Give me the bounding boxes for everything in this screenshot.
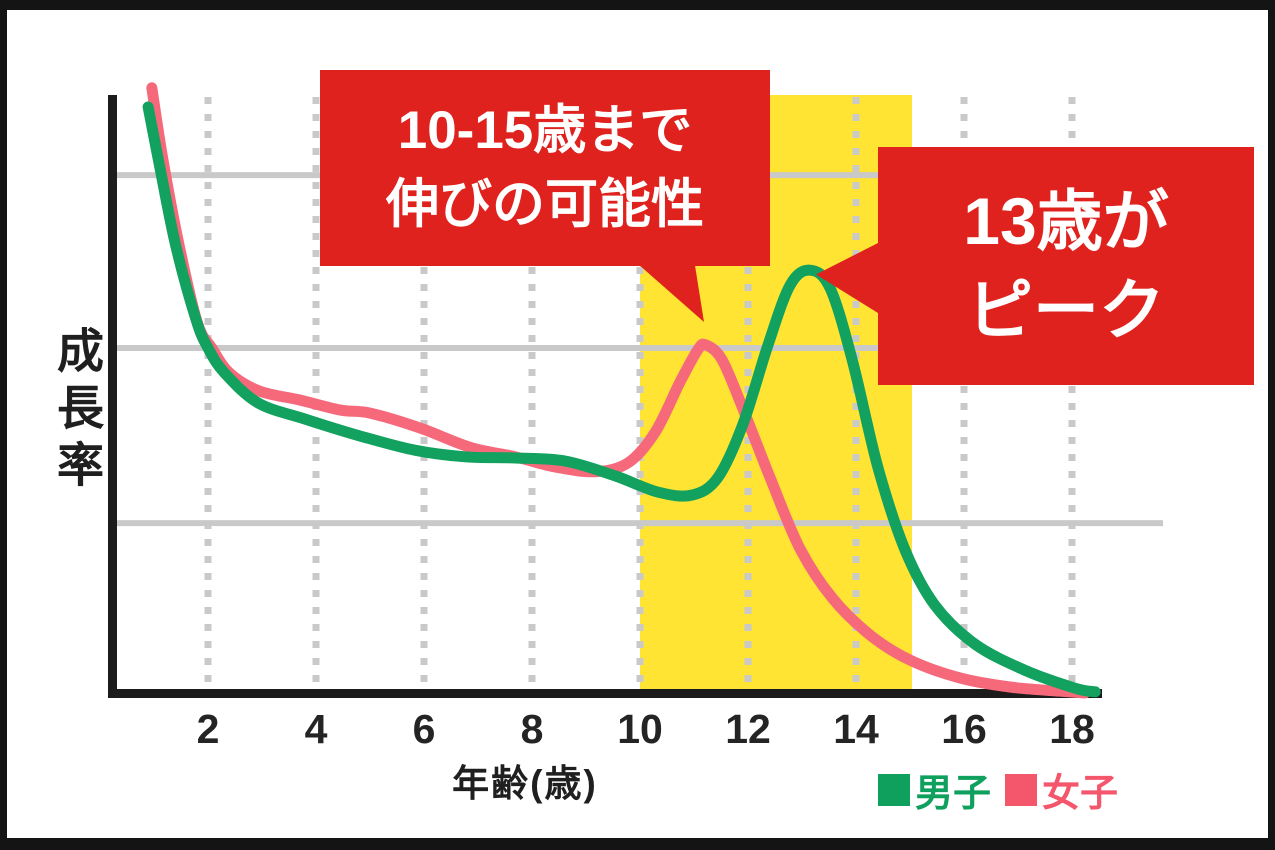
x-tick-label-10: 10	[617, 706, 663, 752]
x-tick-label-16: 16	[941, 706, 987, 752]
x-tick-label-12: 12	[725, 706, 771, 752]
callout-peak-age-line2: ピーク	[967, 273, 1165, 347]
x-tick-label-6: 6	[412, 706, 436, 752]
callout-growth-window: 10-15歳まで 伸びの可能性	[320, 70, 770, 266]
girls-swatch-icon	[1005, 773, 1038, 806]
frame-edge-left	[0, 0, 7, 850]
boys-swatch-icon	[878, 773, 910, 806]
x-tick-label-8: 8	[520, 706, 544, 752]
series-curve-boys	[142, 101, 1101, 698]
x-axis-label: 年齢(歳)	[452, 763, 598, 804]
x-tick-label-18: 18	[1049, 706, 1095, 752]
chart-legend: 男子 女子	[878, 762, 1118, 817]
callout-peak-age: 13歳が ピーク	[878, 147, 1254, 385]
x-tick-label-2: 2	[196, 706, 220, 752]
legend-label-boys: 男子	[915, 773, 992, 815]
callout-growth-window-line1: 10-15歳まで	[397, 100, 693, 160]
legend-item-girls: 女子	[1005, 762, 1118, 817]
callout-growth-window-line2: 伸びの可能性	[386, 175, 704, 234]
frame-edge-bottom	[0, 838, 1275, 850]
legend-item-boys: 男子	[878, 762, 991, 817]
x-tick-label-4: 4	[304, 706, 328, 752]
callout-peak-age-line1: 13歳が	[963, 183, 1169, 258]
y-axis-label: 成長率	[50, 326, 103, 497]
frame-edge-right	[1268, 0, 1275, 850]
legend-label-girls: 女子	[1042, 773, 1119, 815]
frame-edge-top	[0, 0, 1275, 10]
x-tick-label-14: 14	[833, 706, 879, 752]
